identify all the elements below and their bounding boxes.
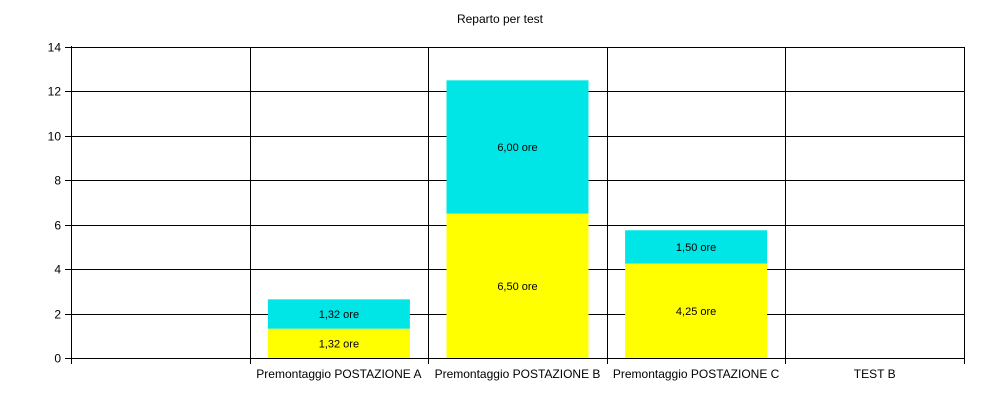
x-tick-label: TEST B	[854, 367, 896, 381]
data-label: 1,32 ore	[319, 309, 359, 321]
axes	[65, 46, 965, 364]
y-tick-label: 2	[54, 308, 61, 322]
y-tick-label: 12	[48, 85, 62, 99]
bar-segment	[446, 80, 589, 214]
x-tick-label: Premontaggio POSTAZIONE C	[613, 367, 780, 381]
bar-segment	[446, 213, 589, 358]
y-tick-label: 6	[54, 219, 61, 233]
bars	[267, 80, 768, 358]
data-label: 6,00 ore	[497, 142, 537, 154]
data-label: 6,50 ore	[497, 281, 537, 293]
y-tick-label: 10	[48, 130, 62, 144]
labels: 1,32 ore 1,32 ore 6,50 ore 6,00 ore 4,25 ore…	[48, 41, 896, 382]
x-tick-label: Premontaggio POSTAZIONE A	[256, 367, 421, 381]
x-tick-label: Premontaggio POSTAZIONE B	[435, 367, 601, 381]
data-label: 1,32 ore	[319, 338, 359, 350]
y-tick-label: 4	[54, 263, 61, 277]
bar-segment	[625, 263, 768, 358]
bar-segment	[625, 230, 768, 264]
y-tick-label: 8	[54, 174, 61, 188]
bar-segment	[267, 328, 410, 358]
data-label: 1,50 ore	[676, 242, 716, 254]
y-tick-label: 0	[54, 352, 61, 366]
y-tick-label: 14	[48, 41, 62, 55]
bar-segment	[267, 299, 410, 329]
data-label: 4,25 ore	[676, 306, 716, 318]
chart-title: Reparto per test	[457, 12, 544, 26]
